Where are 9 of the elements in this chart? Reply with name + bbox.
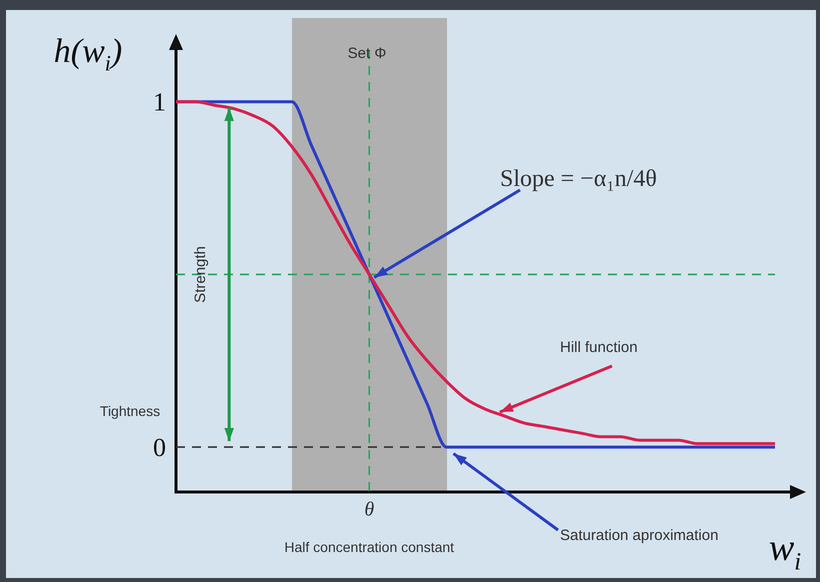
- y-tick-label: 0: [153, 432, 166, 462]
- x-tick-label: θ: [364, 498, 374, 520]
- text: Tightness: [100, 403, 160, 419]
- text: Half concentration constant: [284, 539, 454, 555]
- text: Saturation aproximation: [560, 527, 718, 544]
- annotation: Strength: [192, 246, 210, 303]
- annotation: Hill function: [560, 339, 638, 356]
- annotation: Slope = −α₁n/4θ: [500, 166, 657, 192]
- y-tick-label: 1: [153, 88, 166, 117]
